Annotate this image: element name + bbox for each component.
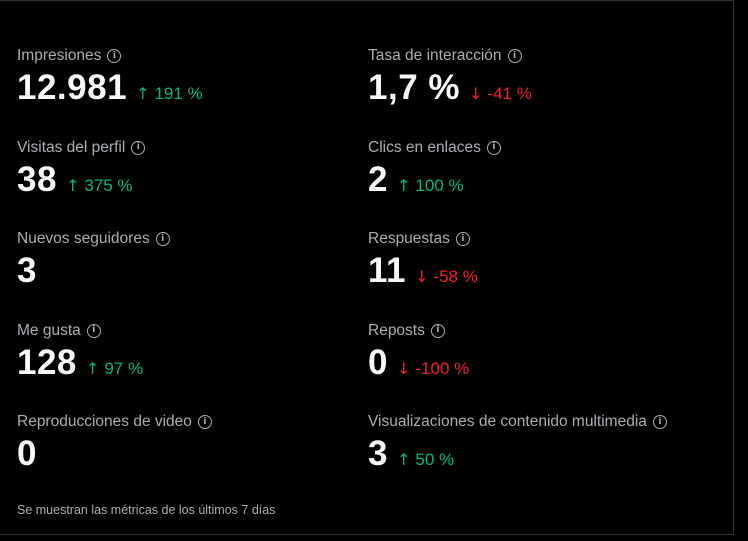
arrow-down-icon: ↓ bbox=[469, 84, 483, 103]
metric-label: Tasa de interacción bbox=[368, 47, 502, 64]
info-icon[interactable]: i bbox=[430, 323, 445, 338]
info-icon[interactable]: i bbox=[507, 49, 522, 63]
metric-replies: Respuestas i 11 ↓ -58 % bbox=[368, 229, 719, 321]
metric-impressions: Impresiones i 12.981 ↑ 191 % bbox=[17, 46, 368, 138]
metric-value: 38 bbox=[17, 159, 57, 199]
arrow-up-icon: ↑ bbox=[396, 175, 411, 195]
metric-label: Me gusta bbox=[17, 321, 81, 339]
arrow-down-icon: ↓ bbox=[396, 358, 411, 378]
change-value: -100 % bbox=[415, 358, 470, 378]
info-icon[interactable]: i bbox=[455, 232, 470, 246]
metric-label: Impresiones bbox=[17, 47, 102, 64]
metric-reposts: Reposts i 0 ↓ -100 % bbox=[368, 321, 719, 413]
metric-value: 3 bbox=[17, 251, 37, 290]
metric-change: ↑ 375 % bbox=[66, 176, 133, 196]
metric-change: ↓ -58 % bbox=[415, 267, 478, 287]
change-value: 100 % bbox=[415, 175, 464, 195]
metric-change: ↑ 50 % bbox=[397, 450, 454, 470]
info-icon[interactable]: i bbox=[131, 140, 146, 155]
info-icon[interactable]: i bbox=[486, 140, 501, 155]
metric-value: 12.981 bbox=[17, 68, 128, 107]
metrics-footer-note: Se muestran las métricas de los últimos … bbox=[17, 503, 276, 517]
metric-change: ↑ 97 % bbox=[86, 359, 143, 379]
metric-value: 3 bbox=[368, 434, 388, 473]
metric-value: 2 bbox=[368, 159, 388, 199]
change-value: 375 % bbox=[84, 175, 133, 195]
info-icon[interactable]: i bbox=[86, 323, 101, 338]
metric-label: Clics en enlaces bbox=[368, 138, 481, 156]
arrow-down-icon: ↓ bbox=[415, 267, 429, 286]
metric-new-followers: Nuevos seguidores i 3 bbox=[17, 229, 368, 321]
metric-change: ↓ -41 % bbox=[469, 84, 532, 104]
arrow-up-icon: ↑ bbox=[396, 450, 411, 469]
info-icon[interactable]: i bbox=[155, 232, 170, 246]
arrow-up-icon: ↑ bbox=[136, 84, 150, 103]
metric-label: Reposts bbox=[368, 321, 425, 339]
metrics-grid: Impresiones i 12.981 ↑ 191 % Tasa de int… bbox=[17, 46, 719, 504]
metric-value: 11 bbox=[368, 251, 406, 290]
metric-label: Reproducciones de video bbox=[17, 413, 192, 430]
info-icon[interactable]: i bbox=[197, 415, 212, 429]
metric-label: Visitas del perfil bbox=[17, 138, 126, 156]
metrics-panel bbox=[0, 0, 734, 535]
change-value: 97 % bbox=[104, 358, 144, 378]
metric-likes: Me gusta i 128 ↑ 97 % bbox=[17, 321, 368, 413]
change-value: 191 % bbox=[154, 84, 203, 103]
arrow-up-icon: ↑ bbox=[85, 358, 100, 378]
metric-value: 0 bbox=[368, 342, 388, 382]
metric-change: ↓ -100 % bbox=[397, 359, 469, 379]
metric-change: ↑ 191 % bbox=[136, 84, 203, 104]
metric-video-views: Reproducciones de video i 0 bbox=[17, 412, 368, 504]
change-value: -58 % bbox=[433, 267, 478, 286]
metric-value: 0 bbox=[17, 434, 37, 473]
info-icon[interactable]: i bbox=[652, 415, 667, 429]
metric-label: Visualizaciones de contenido multimedia bbox=[368, 413, 647, 430]
metric-link-clicks: Clics en enlaces i 2 ↑ 100 % bbox=[368, 138, 719, 230]
metric-media-views: Visualizaciones de contenido multimedia … bbox=[368, 412, 719, 504]
arrow-up-icon: ↑ bbox=[65, 175, 80, 195]
metric-engagement-rate: Tasa de interacción i 1,7 % ↓ -41 % bbox=[368, 46, 719, 138]
metric-value: 1,7 % bbox=[368, 68, 460, 107]
metric-label: Respuestas bbox=[368, 230, 450, 247]
metric-value: 128 bbox=[17, 342, 77, 382]
change-value: 50 % bbox=[415, 450, 455, 469]
info-icon[interactable]: i bbox=[107, 49, 122, 63]
metric-label: Nuevos seguidores bbox=[17, 230, 150, 247]
metric-change: ↑ 100 % bbox=[397, 176, 464, 196]
change-value: -41 % bbox=[487, 84, 532, 103]
metric-profile-visits: Visitas del perfil i 38 ↑ 375 % bbox=[17, 138, 368, 230]
